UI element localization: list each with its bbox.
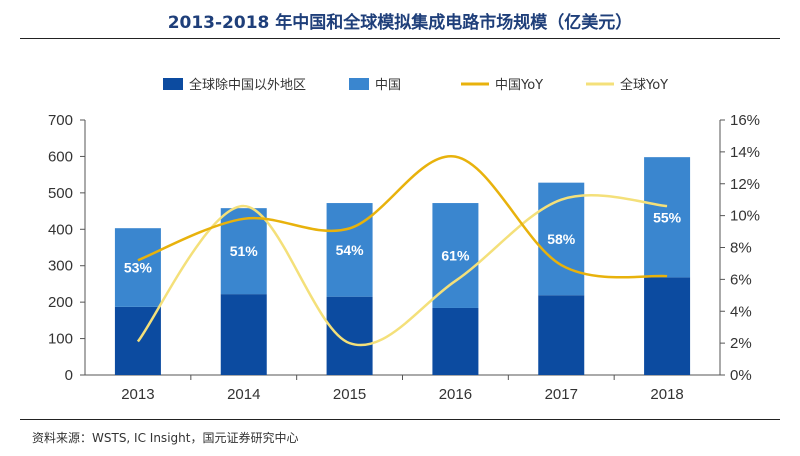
x-tick-label: 2018 <box>650 386 683 403</box>
bars <box>114 157 691 375</box>
axes: 0 100 200 300 400 500 600 700 0% 2% 4% 6% 8% 10% 12% 14… <box>48 112 760 403</box>
legend-swatch <box>349 78 369 90</box>
footer-divider <box>20 419 780 420</box>
china-share-label: 54% <box>336 242 365 258</box>
y-right-tick-label: 6% <box>730 271 752 288</box>
chart-title: 2013-2018 年中国和全球模拟集成电路市场规模（亿美元） <box>167 13 633 33</box>
bar-china <box>326 203 373 297</box>
bar-rest-of-world <box>644 277 691 375</box>
yoy-lines <box>136 155 668 347</box>
y-left-tick-label: 400 <box>48 221 73 238</box>
x-tick-label: 2017 <box>545 386 578 403</box>
china-share-label: 53% <box>124 260 153 276</box>
source-note: 资料来源：WSTS, IC Insight，国元证券研究中心 <box>32 431 299 445</box>
y-right-tick-label: 12% <box>730 176 760 193</box>
y-left-tick-label: 200 <box>48 294 73 311</box>
bar-china <box>114 228 161 307</box>
china-yoy-line <box>137 155 668 279</box>
bar-rest-of-world <box>538 295 585 375</box>
bar-rest-of-world <box>432 307 479 375</box>
x-tick-label: 2015 <box>333 386 366 403</box>
legend: 全球除中国以外地区 中国 中国YoY 全球YoY <box>163 77 668 93</box>
y-left-tick-label: 0 <box>65 367 73 384</box>
bar-rest-of-world <box>220 294 267 375</box>
y-right-tick-label: 16% <box>730 112 760 129</box>
x-tick-label: 2016 <box>439 386 472 403</box>
y-right-tick-label: 2% <box>730 335 752 352</box>
legend-label: 全球YoY <box>620 77 668 93</box>
y-right-tick-label: 4% <box>730 303 752 320</box>
share-labels: 53% 51% 54% 61% 58% 55% <box>124 209 682 275</box>
y-left-tick-label: 100 <box>48 331 73 348</box>
y-right-tick-label: 10% <box>730 208 760 225</box>
china-share-label: 55% <box>653 209 682 225</box>
y-right-tick-label: 14% <box>730 144 760 161</box>
legend-label: 中国YoY <box>495 78 543 93</box>
x-tick-label: 2014 <box>227 386 260 403</box>
y-left-tick-label: 500 <box>48 185 73 202</box>
bar-china <box>538 182 585 296</box>
bar-china <box>644 157 691 278</box>
global-yoy-line <box>136 194 668 347</box>
china-share-label: 61% <box>441 248 470 264</box>
y-left-tick-label: 300 <box>48 258 73 275</box>
legend-label: 全球除中国以外地区 <box>189 77 306 93</box>
legend-swatch <box>163 78 183 90</box>
y-left-tick-label: 700 <box>48 112 73 129</box>
x-tick-label: 2013 <box>121 386 154 403</box>
y-right-tick-label: 0% <box>730 367 752 384</box>
title-divider <box>20 38 780 39</box>
legend-label: 中国 <box>375 78 401 93</box>
bar-rest-of-world <box>326 296 373 375</box>
bar-china <box>432 203 479 308</box>
china-share-label: 58% <box>547 231 576 247</box>
y-right-tick-label: 8% <box>730 240 752 257</box>
y-left-tick-label: 600 <box>48 148 73 165</box>
china-share-label: 51% <box>230 243 259 259</box>
